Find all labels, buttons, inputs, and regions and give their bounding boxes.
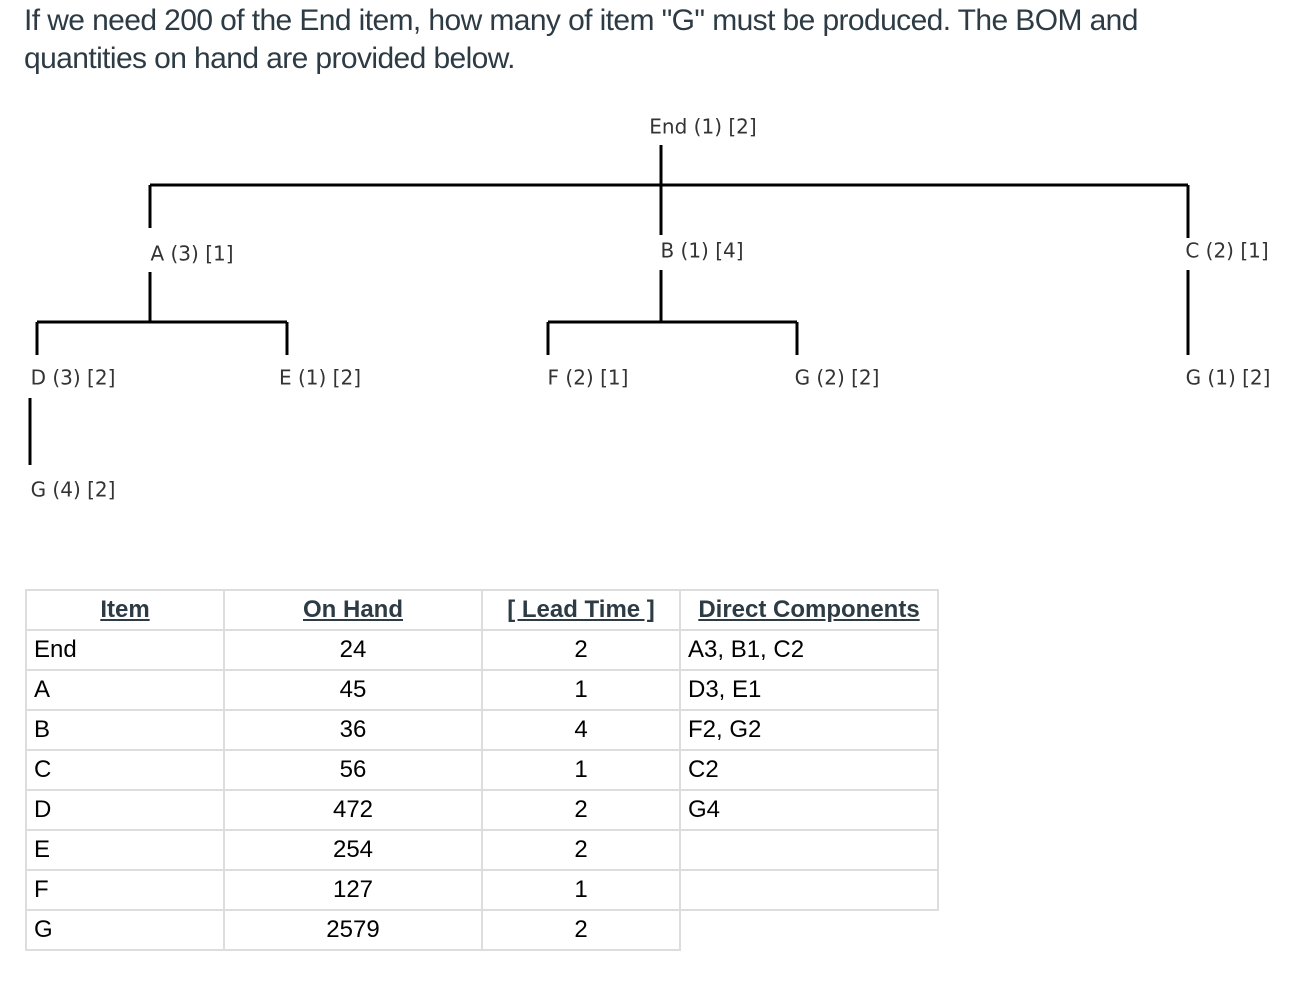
node-label: A (3) [1] bbox=[150, 242, 233, 266]
table-row: E 254 2 bbox=[25, 829, 939, 871]
tree-edges bbox=[28, 145, 1190, 465]
bom-table: Item On Hand[ Lead Time ] Direct Component… bbox=[25, 589, 939, 951]
table-cell: 1 bbox=[481, 669, 681, 711]
table-cell: F bbox=[25, 869, 225, 911]
node-label: F (2) [1] bbox=[548, 366, 629, 390]
node-label: G (2) [2] bbox=[795, 366, 880, 390]
table-row: G 2579 2 bbox=[25, 909, 938, 951]
node-label: B (1) [4] bbox=[660, 239, 743, 263]
table-cell: 4 bbox=[481, 709, 681, 751]
table-cell: D3, E1 bbox=[679, 669, 939, 711]
table-cell: 2 bbox=[481, 829, 681, 871]
table-row: F 127 1 bbox=[25, 869, 939, 911]
table-cell: 1 bbox=[481, 749, 681, 791]
table-cell: E bbox=[25, 829, 225, 871]
table-cell: 56 bbox=[223, 749, 483, 791]
table-cell: 2 bbox=[481, 629, 681, 671]
table-cell: 254 bbox=[223, 829, 483, 871]
table-row: C 56 1 C2 bbox=[25, 749, 939, 791]
table-cell: 1 bbox=[481, 869, 681, 911]
table-row: B 36 4 F2, G2 bbox=[25, 709, 939, 751]
bom-tree: End (1) [2] A (3) [1] B (1) [4] C (2) [1] D … bbox=[28, 115, 1271, 502]
table-cell: B bbox=[25, 709, 225, 751]
node-label: G (4) [2] bbox=[31, 478, 116, 502]
node-label: E (1) [2] bbox=[279, 366, 361, 390]
table-cell: A bbox=[25, 669, 225, 711]
header-row: Item On Hand[ Lead Time ] Direct Component… bbox=[25, 589, 939, 631]
table-cell: 2 bbox=[481, 789, 681, 831]
table-cell: C bbox=[25, 749, 225, 791]
table-cell: G bbox=[25, 909, 225, 951]
table-cell: 45 bbox=[223, 669, 483, 711]
header-cell: Direct Components bbox=[679, 589, 939, 631]
table-row: A 45 1 D3, E1 bbox=[25, 669, 939, 711]
empty-cell bbox=[679, 869, 939, 911]
empty-cell bbox=[680, 910, 938, 950]
table-cell: C2 bbox=[679, 749, 939, 791]
table-cell: 2 bbox=[481, 909, 681, 951]
node-label: G (1) [2] bbox=[1186, 366, 1271, 390]
table-cell: 2579 bbox=[223, 909, 483, 951]
table-cell: End bbox=[25, 629, 225, 671]
header-cell: Item bbox=[25, 589, 225, 631]
table-cell: A3, B1, C2 bbox=[679, 629, 939, 671]
question: If we need 200 of the End item, how many… bbox=[24, 4, 1138, 75]
table-row: End 24 2 A3, B1, C2 bbox=[25, 629, 939, 671]
table-cell: G4 bbox=[679, 789, 939, 831]
node-label: End (1) [2] bbox=[649, 115, 756, 139]
table-cell: 24 bbox=[223, 629, 483, 671]
table-row: D 472 2 G4 bbox=[25, 789, 939, 831]
table-cell: D bbox=[25, 789, 225, 831]
table-cell: F2, G2 bbox=[679, 709, 939, 751]
node-label: C (2) [1] bbox=[1185, 239, 1268, 263]
table-cell: 472 bbox=[223, 789, 483, 831]
table-cell: 36 bbox=[223, 709, 483, 751]
node-label: D (3) [2] bbox=[31, 366, 116, 390]
table-cell: 127 bbox=[223, 869, 483, 911]
header-cell: [ Lead Time ] bbox=[481, 589, 681, 631]
empty-cell bbox=[679, 829, 939, 871]
header-cell: On Hand bbox=[223, 589, 483, 631]
